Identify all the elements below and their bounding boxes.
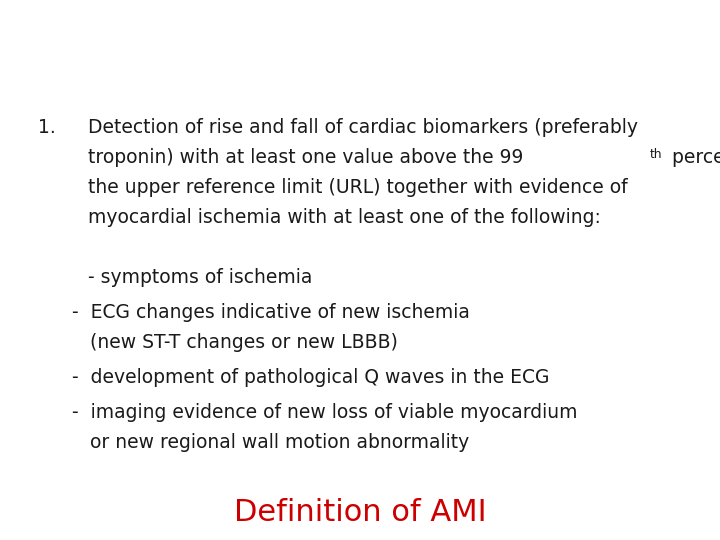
Text: or new regional wall motion abnormality: or new regional wall motion abnormality [72,433,469,452]
Text: 1.: 1. [38,118,55,137]
Text: myocardial ischemia with at least one of the following:: myocardial ischemia with at least one of… [88,208,601,227]
Text: Detection of rise and fall of cardiac biomarkers (preferably: Detection of rise and fall of cardiac bi… [88,118,638,137]
Text: -  development of pathological Q waves in the ECG: - development of pathological Q waves in… [72,368,549,387]
Text: troponin) with at least one value above the 99: troponin) with at least one value above … [88,148,523,167]
Text: - symptoms of ischemia: - symptoms of ischemia [88,268,312,287]
Text: the upper reference limit (URL) together with evidence of: the upper reference limit (URL) together… [88,178,628,197]
Text: (new ST-T changes or new LBBB): (new ST-T changes or new LBBB) [72,333,398,352]
Text: percentile of: percentile of [666,148,720,167]
Text: Definition of AMI: Definition of AMI [234,498,486,527]
Text: -  imaging evidence of new loss of viable myocardium: - imaging evidence of new loss of viable… [72,403,577,422]
Text: -  ECG changes indicative of new ischemia: - ECG changes indicative of new ischemia [72,303,470,322]
Text: th: th [649,148,662,161]
